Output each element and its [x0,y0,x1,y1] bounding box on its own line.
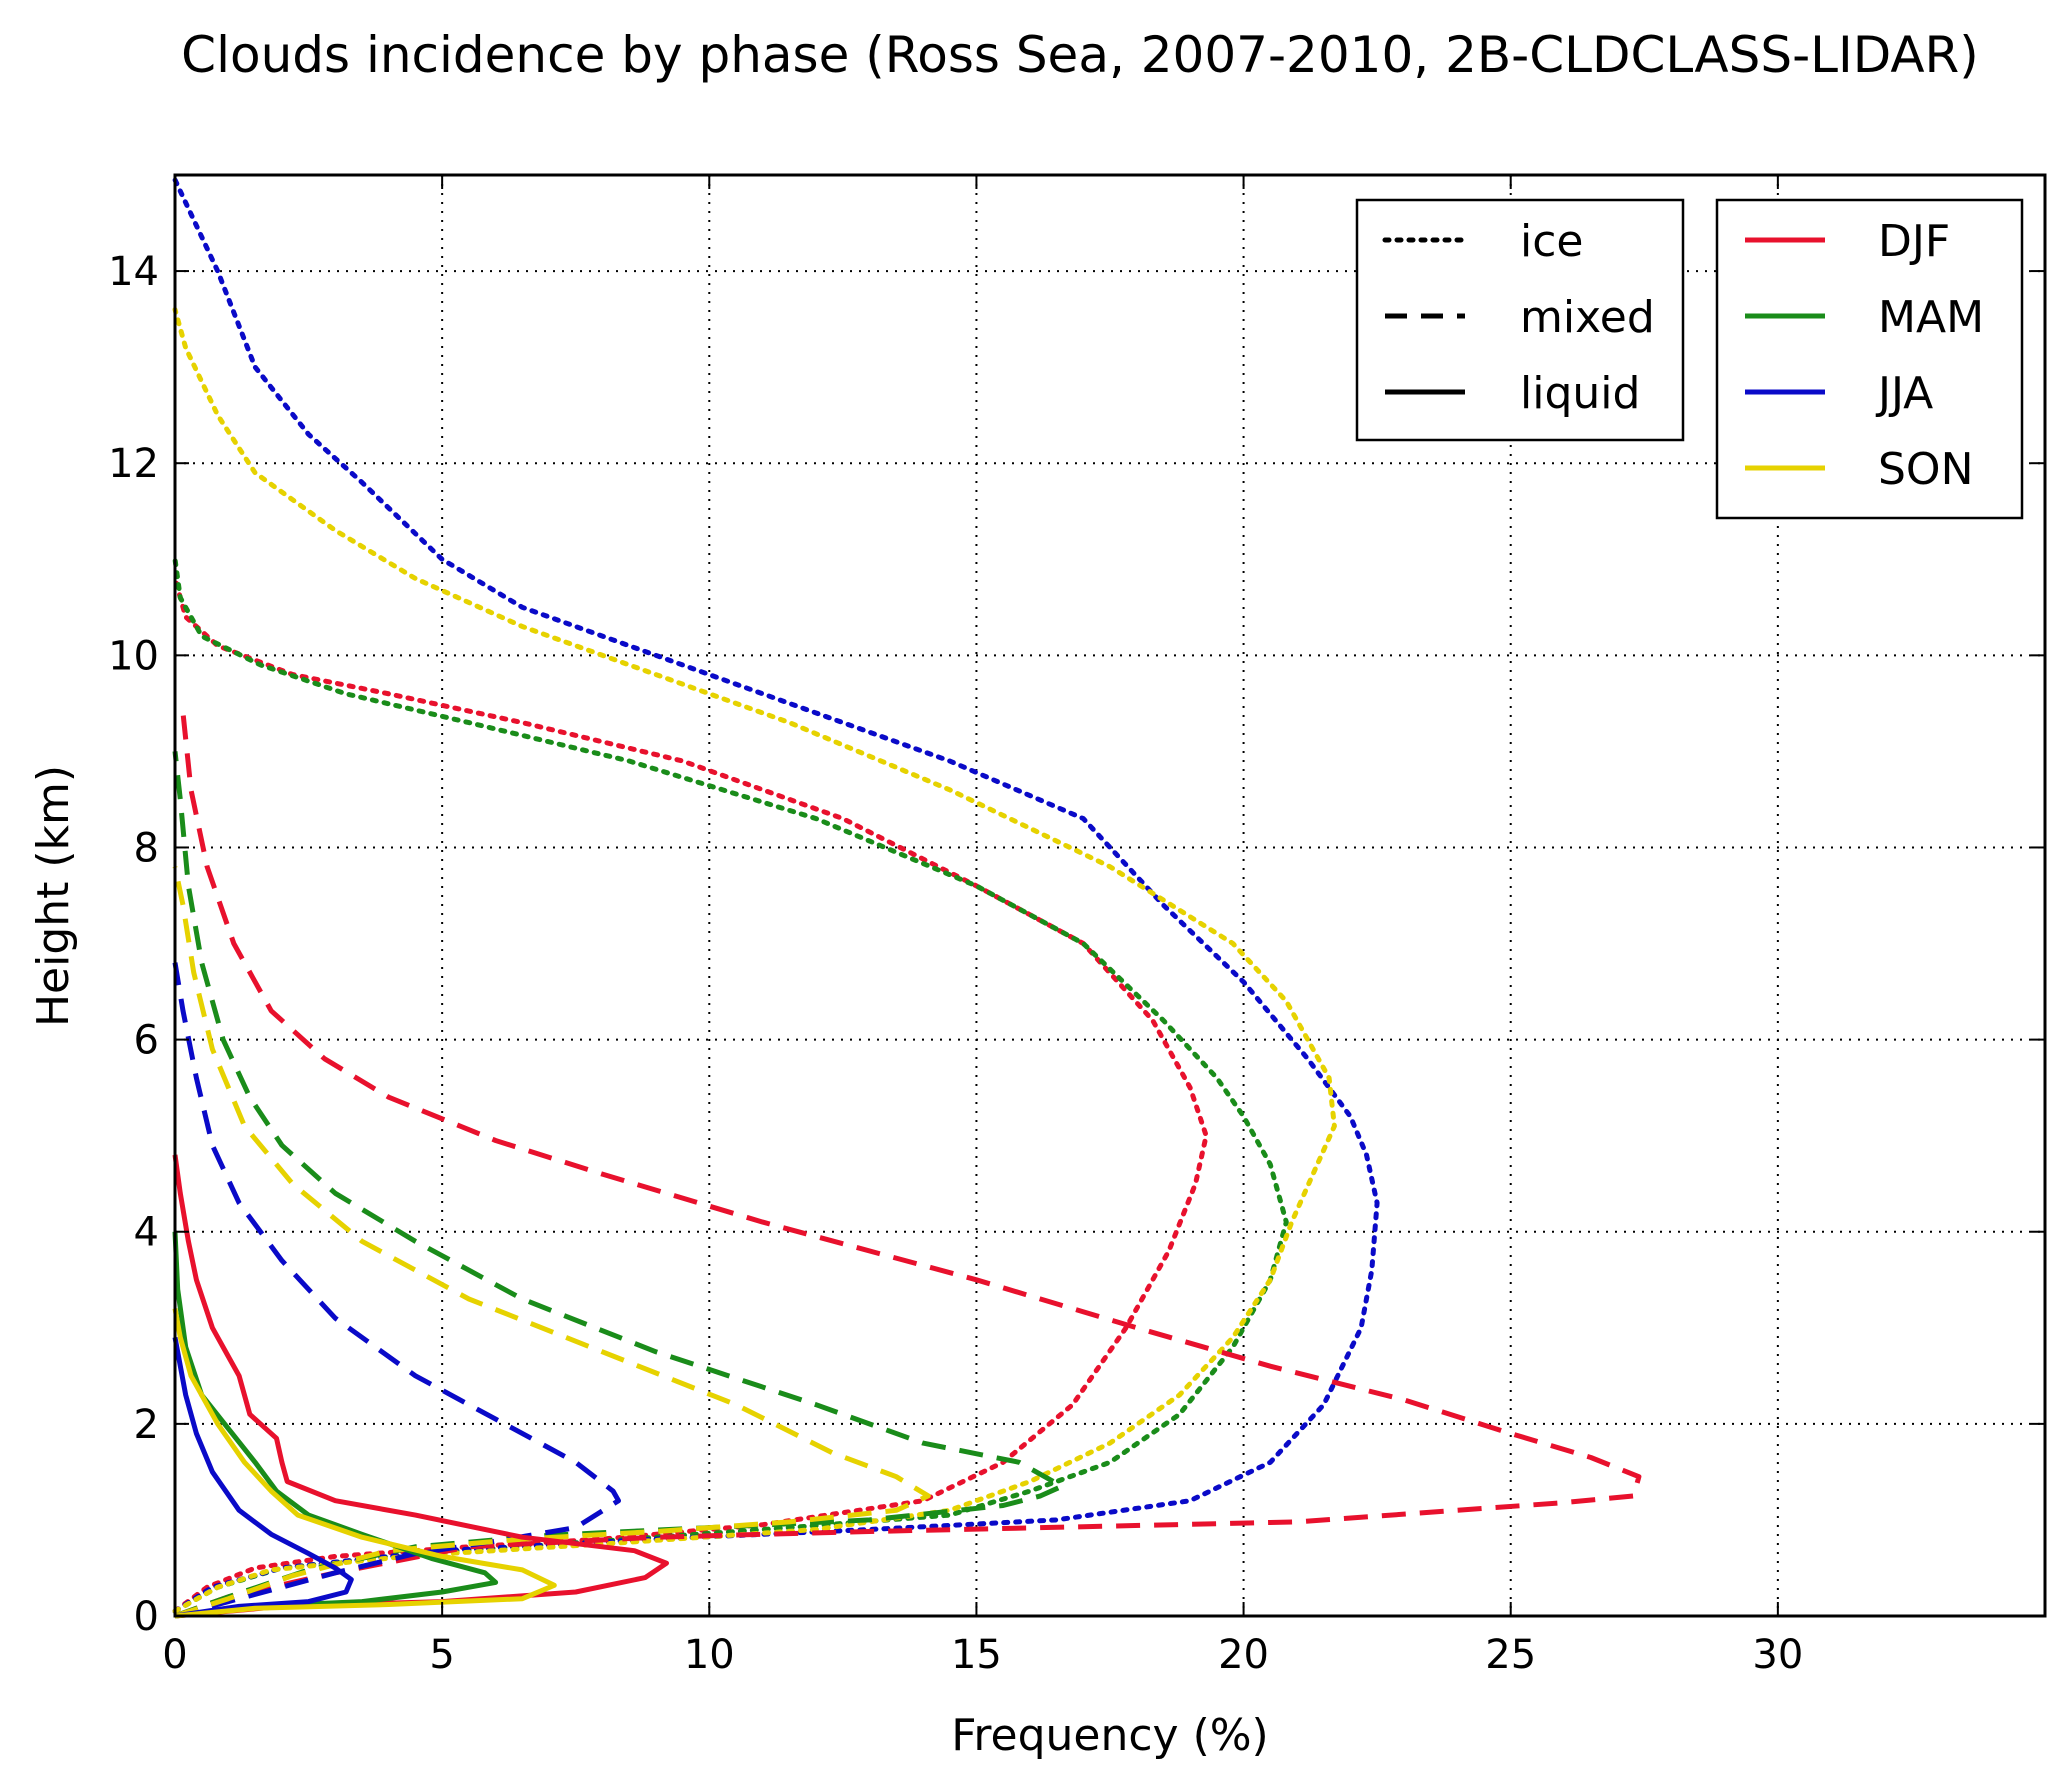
legend-mam-label: MAM [1878,292,1984,343]
legend-season: DJF MAM JJA SON [1715,198,2024,520]
series-line-son-mixed [172,866,931,1619]
ticks: 0 5 10 15 20 25 30 0 2 4 6 8 10 12 14 [108,175,2045,1678]
x-axis-label: Frequency (%) [951,1710,1268,1761]
y-tick-label: 6 [134,1018,159,1064]
chart-title: Clouds incidence by phase (Ross Sea, 200… [181,26,1979,84]
series-line-jja-ice [172,177,1380,1614]
series-line-mam-ice [172,556,1289,1614]
x-tick-label: 0 [162,1632,187,1678]
series-line-djf-liquid [172,1154,669,1619]
y-tick-label: 10 [108,633,159,679]
legend-phase: ice mixed liquid [1355,198,1685,442]
legend-jja-label: JJA [1875,368,1933,419]
series-line-jja-mixed [172,962,621,1619]
x-tick-label: 10 [684,1632,735,1678]
y-tick-label: 4 [134,1210,159,1256]
legend-season-box [1715,198,2024,520]
y-tick-label: 12 [108,441,159,487]
x-tick-label: 5 [429,1632,454,1678]
plot-frame [173,173,2047,1618]
y-tick-label: 2 [134,1402,159,1448]
y-tick-label: 0 [134,1594,159,1640]
x-tick-label: 25 [1485,1632,1536,1678]
legend-djf-label: DJF [1878,216,1950,267]
x-tick-label: 30 [1752,1632,1803,1678]
legend-ice-label: ice [1520,216,1584,267]
y-axis-label: Height (km) [28,765,79,1027]
series-group [172,177,1642,1619]
series-line-mam-liquid [172,1231,499,1619]
y-tick-label: 8 [134,825,159,871]
series-line-mam-mixed [172,751,1065,1619]
legend-son-label: SON [1878,444,1973,495]
series-line-son-liquid [172,1308,557,1619]
x-tick-label: 20 [1218,1632,1269,1678]
legend-liquid-label: liquid [1520,368,1640,419]
legend-mixed-label: mixed [1520,292,1655,343]
series-line-djf-mixed [174,712,1642,1619]
series-line-jja-liquid [172,1336,354,1619]
y-tick-label: 14 [108,249,159,295]
x-tick-label: 15 [951,1632,1002,1678]
series-line-djf-ice [172,576,1209,1614]
